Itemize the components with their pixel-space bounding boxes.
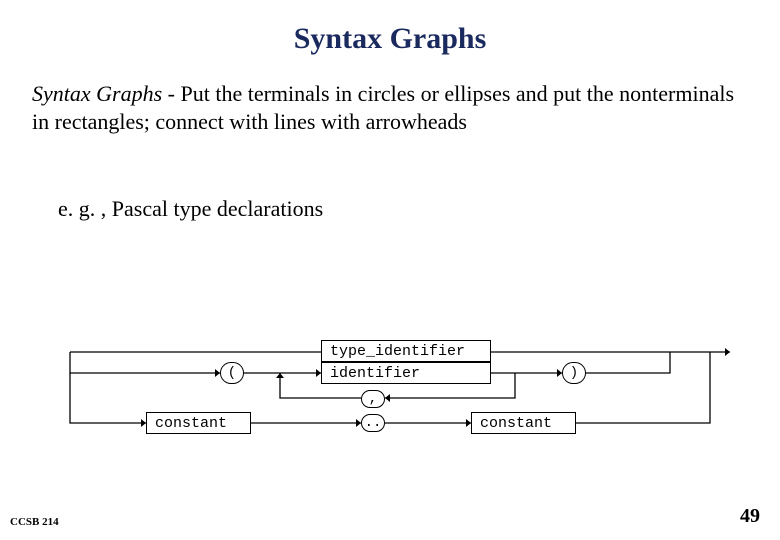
- diagram-edges: [50, 300, 750, 480]
- node-dotdot: ..: [361, 414, 385, 432]
- syntax-graph-diagram: type_identifier identifier constant cons…: [50, 300, 730, 480]
- node-constant-right: constant: [471, 412, 576, 434]
- description-paragraph: Syntax Graphs - Put the terminals in cir…: [32, 80, 748, 136]
- title-text: Syntax Graphs: [294, 22, 487, 55]
- page-title: Syntax Graphs: [0, 22, 780, 56]
- node-type-identifier: type_identifier: [321, 340, 491, 362]
- example-text: e. g. , Pascal type declarations: [58, 196, 323, 221]
- footer-left: CCSB 214: [10, 516, 59, 528]
- node-comma: ,: [361, 390, 385, 408]
- node-identifier: identifier: [321, 362, 491, 384]
- example-line: e. g. , Pascal type declarations: [58, 196, 323, 222]
- node-lparen: (: [220, 362, 244, 384]
- footer-right: 49: [740, 505, 760, 528]
- node-rparen: ): [562, 362, 586, 384]
- lead-phrase: Syntax Graphs: [32, 81, 162, 106]
- node-constant-left: constant: [146, 412, 251, 434]
